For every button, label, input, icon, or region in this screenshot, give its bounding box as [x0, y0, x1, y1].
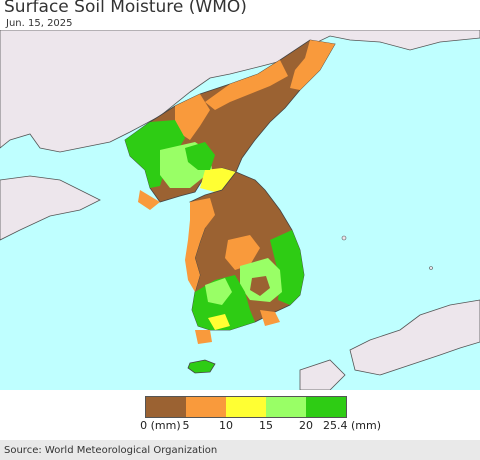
- region-nk-orange-north: [205, 60, 288, 110]
- map-date: Jun. 15, 2025: [6, 18, 73, 29]
- legend-swatch-1: [146, 397, 186, 417]
- region-sk-orange-center: [225, 235, 260, 270]
- map-title: Surface Soil Moisture (WMO): [4, 0, 247, 17]
- land-kyushu: [299, 359, 346, 390]
- legend-tick-15: 15: [259, 419, 273, 432]
- island-dokdo: [429, 266, 433, 270]
- land-shandong: [0, 175, 101, 241]
- soil-moisture-map: [0, 30, 480, 390]
- region-nk-sw-orange: [138, 190, 160, 210]
- legend-tick-20: 20: [299, 419, 313, 432]
- land-japan: [349, 299, 480, 376]
- region-sk-green-east: [270, 230, 304, 305]
- land-china-russia: [0, 30, 480, 153]
- island-ulleung: [341, 235, 347, 241]
- footer: Source: World Meteorological Organizatio…: [0, 440, 480, 460]
- legend-tick-5: 5: [182, 419, 190, 432]
- region-nk-green: [125, 120, 185, 188]
- legend-tick-10: 10: [219, 419, 233, 432]
- source-text: Source: World Meteorological Organizatio…: [4, 445, 218, 456]
- legend-swatch-5: [306, 397, 346, 417]
- legend-tick-25: 25.4 (mm): [322, 419, 382, 432]
- legend-tick-0: 0 (mm): [140, 419, 181, 432]
- region-sk-yellow-south: [208, 314, 230, 330]
- legend-swatch-4: [266, 397, 306, 417]
- legend-swatch-3: [226, 397, 266, 417]
- region-sk-orange-coast: [195, 330, 212, 344]
- legend-color-bar: [145, 396, 347, 418]
- region-nk-orange: [290, 40, 335, 90]
- region-sk-brown-spot: [250, 276, 270, 296]
- region-nk-darkgreen: [185, 142, 215, 170]
- region-sk-orange-south: [260, 310, 280, 326]
- region-jeju: [187, 359, 216, 374]
- legend-swatch-2: [186, 397, 226, 417]
- region-nk-orange-west: [175, 94, 210, 140]
- region-sk-lightgreen-west: [205, 278, 232, 305]
- region-sk-orange-west: [185, 198, 215, 292]
